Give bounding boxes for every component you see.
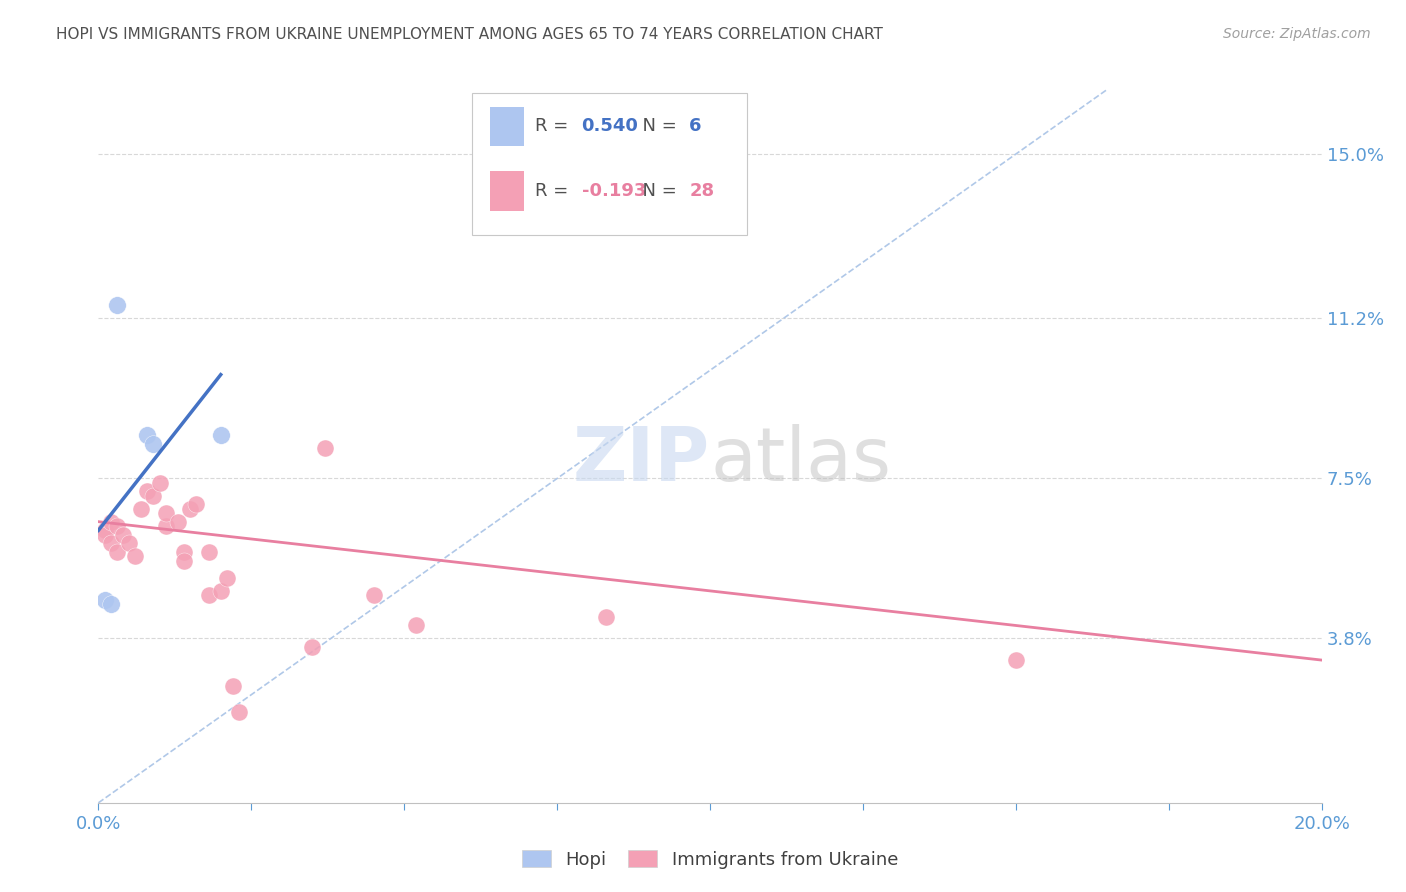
Point: [100, 515, 122, 529]
Text: 6: 6: [689, 118, 702, 136]
Point: [142, 489, 165, 503]
Point: [124, 549, 146, 564]
Text: -0.193: -0.193: [582, 182, 645, 200]
Point: [93, 524, 115, 538]
Text: HOPI VS IMMIGRANTS FROM UKRAINE UNEMPLOYMENT AMONG AGES 65 TO 74 YEARS CORRELATI: HOPI VS IMMIGRANTS FROM UKRAINE UNEMPLOY…: [56, 27, 883, 42]
Point: [209, 583, 232, 598]
Point: [197, 588, 219, 602]
Point: [100, 597, 122, 611]
Point: [197, 545, 219, 559]
Point: [105, 545, 128, 559]
Point: [179, 501, 201, 516]
Point: [155, 519, 177, 533]
Point: [149, 475, 172, 490]
Text: R =: R =: [536, 182, 574, 200]
Text: ZIP: ZIP: [572, 424, 710, 497]
Point: [105, 519, 128, 533]
Point: [136, 428, 159, 442]
Text: 0.540: 0.540: [582, 118, 638, 136]
FancyBboxPatch shape: [471, 93, 747, 235]
Point: [105, 298, 128, 312]
Point: [173, 553, 195, 567]
Point: [405, 618, 427, 632]
Point: [173, 545, 195, 559]
Point: [363, 588, 385, 602]
Legend: Hopi, Immigrants from Ukraine: Hopi, Immigrants from Ukraine: [515, 843, 905, 876]
Point: [314, 441, 336, 455]
Point: [100, 536, 122, 550]
Point: [222, 679, 245, 693]
Point: [129, 501, 152, 516]
Point: [215, 571, 238, 585]
Point: [136, 484, 159, 499]
Point: [111, 527, 134, 541]
Text: R =: R =: [536, 118, 574, 136]
Point: [228, 705, 250, 719]
Point: [142, 437, 165, 451]
Point: [118, 536, 141, 550]
Text: N =: N =: [630, 118, 682, 136]
Text: atlas: atlas: [710, 424, 891, 497]
FancyBboxPatch shape: [489, 107, 524, 146]
Point: [93, 592, 115, 607]
FancyBboxPatch shape: [489, 171, 524, 211]
Point: [186, 497, 208, 511]
Text: Source: ZipAtlas.com: Source: ZipAtlas.com: [1223, 27, 1371, 41]
Point: [93, 527, 115, 541]
Point: [1004, 653, 1026, 667]
Point: [301, 640, 323, 654]
Point: [167, 515, 190, 529]
Point: [155, 506, 177, 520]
Text: 28: 28: [689, 182, 714, 200]
Text: N =: N =: [630, 182, 682, 200]
Point: [595, 610, 617, 624]
Point: [209, 428, 232, 442]
